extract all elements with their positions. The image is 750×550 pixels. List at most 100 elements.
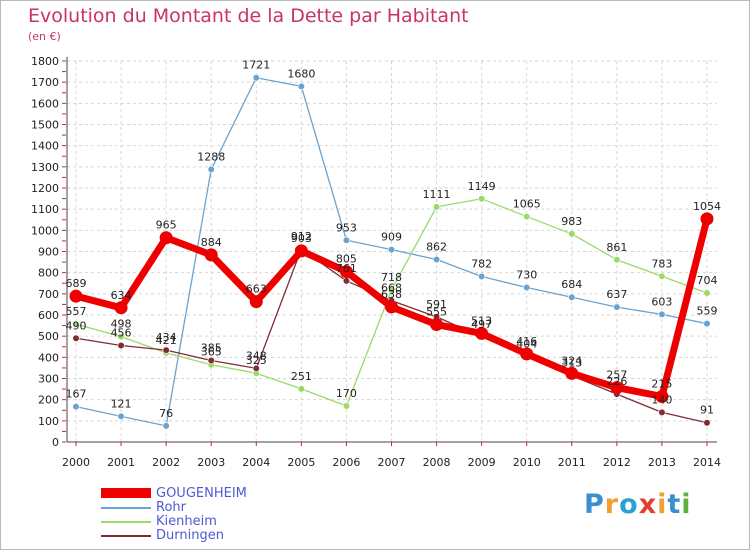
y-tick-label-900: 900 <box>38 246 59 259</box>
data-label-kienheim-2012: 861 <box>606 241 627 254</box>
data-label-kienheim-2006: 170 <box>336 387 357 400</box>
data-labels: 6896349658846639038056385555134163242572… <box>66 59 722 420</box>
y-tick-label-1000: 1000 <box>31 224 59 237</box>
data-label-rohr-2011: 684 <box>561 278 582 291</box>
x-tick-label-2006: 2006 <box>332 456 360 469</box>
point-kienheim-2008 <box>432 203 441 211</box>
data-label-rohr-2014: 559 <box>697 305 718 318</box>
point-gougenheim-2002 <box>159 231 173 245</box>
y-tick-label-1100: 1100 <box>31 203 59 216</box>
point-gougenheim-2011 <box>565 366 579 380</box>
data-label-rohr-2002: 76 <box>159 407 173 420</box>
point-rohr-2001 <box>117 412 125 420</box>
data-label-rohr-2009: 782 <box>471 257 492 270</box>
legend-label-durningen: Durningen <box>156 528 224 543</box>
point-gougenheim-2013 <box>655 389 669 403</box>
data-label-gougenheim-2002: 965 <box>156 219 177 232</box>
x-tick-label-2013: 2013 <box>648 456 676 469</box>
point-rohr-2000 <box>72 403 80 411</box>
data-label-rohr-2001: 121 <box>111 397 132 410</box>
point-durningen-2003 <box>207 356 215 365</box>
data-label-kienheim-2009: 1149 <box>468 180 496 193</box>
y-tick-label-400: 400 <box>38 351 59 364</box>
logo-letter: i <box>657 489 668 520</box>
data-label-rohr-2005: 1680 <box>287 67 315 80</box>
x-tick-label-2002: 2002 <box>152 456 180 469</box>
data-label-kienheim-2007: 718 <box>381 271 402 284</box>
point-gougenheim-2012 <box>610 381 624 395</box>
point-kienheim-2011 <box>568 230 576 238</box>
y-tick-label-1600: 1600 <box>31 97 59 110</box>
y-tick-label-600: 600 <box>38 309 59 322</box>
point-gougenheim-2003 <box>204 248 218 262</box>
point-kienheim-2005 <box>297 385 305 393</box>
legend-swatch-kienheim <box>101 521 151 523</box>
data-label-durningen-2003: 385 <box>201 342 222 355</box>
x-tick-label-2007: 2007 <box>378 456 406 469</box>
logo-letter: o <box>619 489 639 520</box>
data-label-kienheim-2004: 325 <box>246 354 267 367</box>
data-label-kienheim-2010: 1065 <box>513 198 541 211</box>
data-label-kienheim-2008: 1111 <box>423 188 451 201</box>
data-label-rohr-2003: 1288 <box>197 150 225 163</box>
y-tick-label-1400: 1400 <box>31 140 59 153</box>
x-tick-label-2009: 2009 <box>468 456 496 469</box>
series-lines <box>69 74 714 430</box>
data-label-rohr-2013: 603 <box>651 295 672 308</box>
data-label-rohr-2010: 730 <box>516 268 537 281</box>
point-durningen-2001 <box>117 341 125 350</box>
data-label-gougenheim-2010: 416 <box>516 335 537 348</box>
data-label-gougenheim-2013: 215 <box>651 377 672 390</box>
point-rohr-2006 <box>342 236 351 244</box>
axes: 0 100 200 300 400 500 600 700 800 900 1000 1100 1200… <box>31 55 721 469</box>
logo-letter: i <box>681 489 692 520</box>
x-tick-label-2001: 2001 <box>107 456 135 469</box>
data-label-gougenheim-2009: 513 <box>471 314 492 327</box>
data-label-durningen-2008: 591 <box>426 298 447 311</box>
chart-title: Evolution du Montant de la Dette par Hab… <box>28 5 469 27</box>
point-gougenheim-2005 <box>294 244 308 258</box>
data-label-durningen-2002: 434 <box>156 331 177 344</box>
y-tick-label-700: 700 <box>38 288 59 301</box>
legend-swatch-durningen <box>101 535 151 537</box>
logo-letter: t <box>667 489 682 520</box>
data-label-gougenheim-2001: 634 <box>111 289 132 302</box>
point-gougenheim-2009 <box>475 326 489 340</box>
data-label-kienheim-2000: 557 <box>66 305 87 318</box>
data-label-durningen-2010: 404 <box>516 337 537 350</box>
point-rohr-2005 <box>297 82 305 90</box>
point-rohr-2002 <box>162 422 170 430</box>
data-label-gougenheim-2012: 257 <box>606 369 627 382</box>
data-label-rohr-2012: 637 <box>606 288 627 301</box>
y-tick-label-0: 0 <box>52 436 59 449</box>
point-kienheim-2014 <box>703 289 711 297</box>
legend-label-kienheim: Kienheim <box>156 514 217 529</box>
data-label-durningen-2009: 497 <box>471 318 492 331</box>
data-label-gougenheim-2004: 663 <box>246 283 267 296</box>
point-kienheim-2007 <box>387 286 396 294</box>
y-tick-label-800: 800 <box>38 267 59 280</box>
logo-letter: x <box>638 489 658 520</box>
point-durningen-2014 <box>703 419 711 427</box>
y-tick-label-1200: 1200 <box>31 182 59 195</box>
point-kienheim-2009 <box>478 195 486 203</box>
data-label-rohr-2004: 1721 <box>242 59 270 72</box>
legend-label-gougenheim: GOUGENHEIM <box>156 486 247 501</box>
data-label-gougenheim-2006: 805 <box>336 253 357 266</box>
data-label-durningen-2000: 490 <box>66 319 87 332</box>
point-gougenheim-2000 <box>69 289 83 303</box>
point-kienheim-2000 <box>72 320 80 328</box>
point-gougenheim-2008 <box>430 318 444 332</box>
x-tick-label-2014: 2014 <box>693 456 721 469</box>
data-label-gougenheim-2007: 638 <box>381 288 402 301</box>
data-label-gougenheim-2000: 689 <box>66 277 87 290</box>
y-tick-label-1300: 1300 <box>31 161 59 174</box>
data-label-kienheim-2001: 498 <box>111 318 132 331</box>
point-gougenheim-2006 <box>339 265 353 279</box>
x-tick-label-2005: 2005 <box>287 456 315 469</box>
data-label-durningen-2013: 140 <box>651 393 672 406</box>
legend-label-rohr: Rohr <box>156 500 186 515</box>
data-label-durningen-2007: 668 <box>381 282 402 295</box>
